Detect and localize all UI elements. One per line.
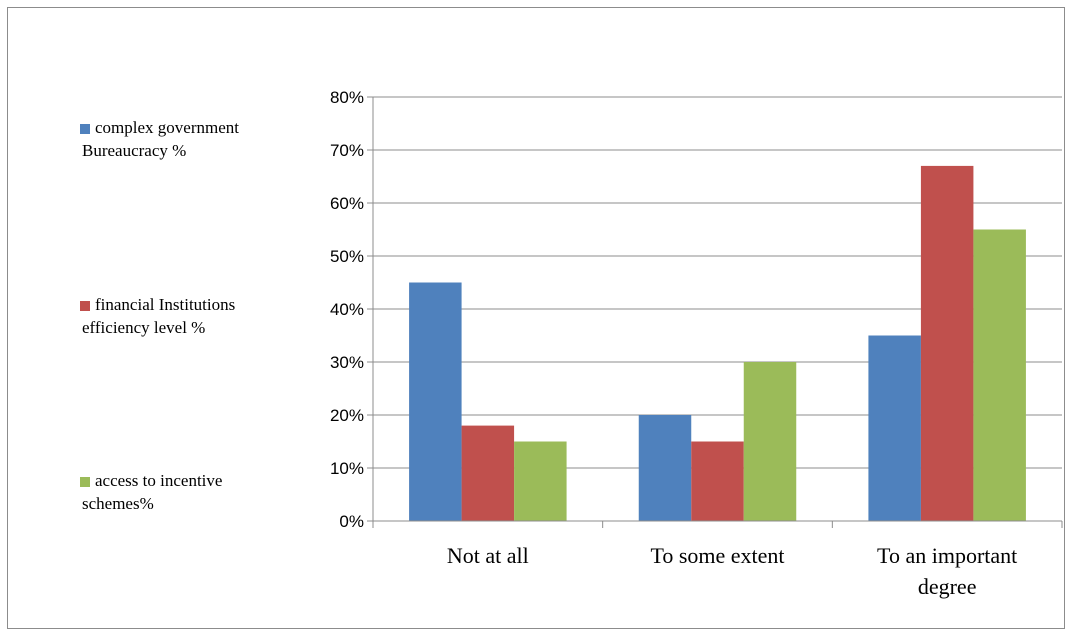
legend-label: complex government	[95, 118, 239, 137]
x-tick-label: Not at all	[447, 543, 529, 568]
bar	[973, 229, 1026, 521]
legend-label: Bureaucracy %	[82, 141, 186, 160]
legend-label: efficiency level %	[82, 318, 205, 337]
legend-swatch	[80, 124, 90, 134]
bar	[743, 362, 797, 521]
y-tick-label: 10%	[330, 459, 364, 478]
y-tick-label: 60%	[330, 194, 364, 213]
x-tick-label: To some extent	[650, 543, 784, 568]
chart-frame	[7, 7, 1065, 629]
bar	[409, 282, 462, 521]
y-tick-label: 40%	[330, 300, 364, 319]
y-tick-label: 80%	[330, 88, 364, 107]
bar	[461, 425, 515, 521]
x-tick-label: To an important	[877, 543, 1017, 568]
legend-swatch	[80, 301, 90, 311]
legend-swatch	[80, 477, 90, 487]
y-tick-label: 70%	[330, 141, 364, 160]
bar	[514, 441, 567, 521]
y-tick-label: 30%	[330, 353, 364, 372]
y-tick-label: 20%	[330, 406, 364, 425]
x-tick-label: degree	[918, 574, 977, 599]
bar	[868, 335, 921, 521]
legend-label: financial Institutions	[95, 295, 235, 314]
bar	[920, 165, 974, 521]
legend-label: schemes%	[82, 494, 154, 513]
legend-label: access to incentive	[95, 471, 222, 490]
y-tick-label: 0%	[339, 512, 364, 531]
bar	[691, 441, 744, 521]
bar	[638, 415, 692, 521]
y-tick-label: 50%	[330, 247, 364, 266]
